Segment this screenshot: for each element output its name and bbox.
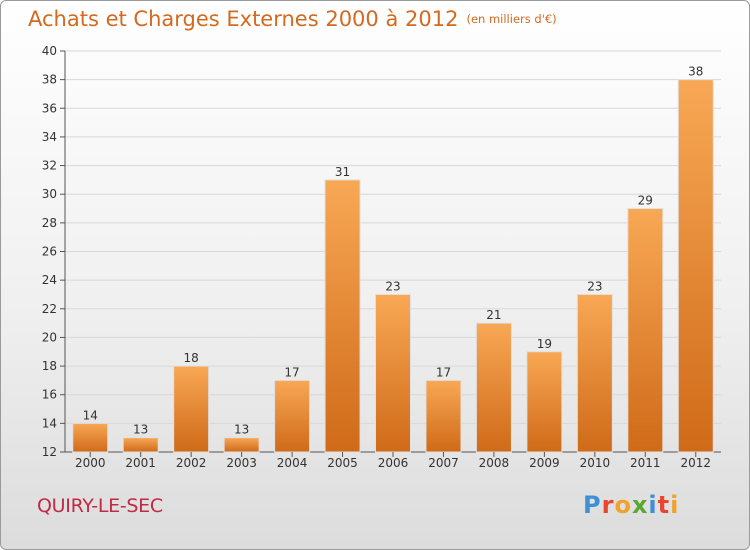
y-tick-label: 30 [42,187,57,201]
y-tick-label: 32 [42,159,57,173]
logo-letter: x [631,491,649,519]
logo-letter: P [583,491,602,519]
bar-value-label: 29 [638,194,653,208]
proxiti-logo: Proxiti [583,491,679,519]
x-tick-label: 2003 [226,456,257,470]
bar [375,293,411,453]
y-tick-label: 24 [42,273,57,287]
bar [274,379,311,453]
bar-value-label: 21 [486,308,501,322]
x-tick-label: 2004 [277,456,308,470]
y-tick-label: 36 [42,101,57,115]
bar-value-label: 17 [436,365,451,379]
bar [576,293,613,453]
bar-value-label: 13 [234,423,249,437]
logo-letter: t [657,491,671,519]
x-tick-label: 2005 [327,456,358,470]
y-tick-label: 38 [42,73,57,87]
y-tick-label: 40 [42,44,57,58]
x-tick-label: 2008 [479,456,510,470]
x-tick-label: 2009 [529,456,560,470]
y-tick-label: 34 [42,130,57,144]
x-tick-label: 2006 [378,456,409,470]
logo-letter: i [648,491,658,519]
y-tick-label: 20 [42,330,57,344]
y-tick-label: 22 [42,302,57,316]
bar [425,379,462,453]
bar [627,208,664,453]
bar [526,351,563,453]
chart-unit-label: (en milliers d'€) [466,12,557,26]
bar [475,322,512,453]
x-tick-label: 2007 [428,456,459,470]
y-tick-label: 16 [42,388,57,402]
y-tick-label: 18 [42,359,57,373]
y-tick-label: 14 [42,416,57,430]
bar [324,179,361,453]
y-tick-label: 12 [42,445,57,459]
logo-letter: i [670,491,680,519]
bar-value-label: 23 [385,279,400,293]
bar [677,79,714,453]
bar-value-label: 38 [688,65,703,79]
commune-name: QUIRY-LE-SEC [37,495,163,517]
chart-title-text: Achats et Charges Externes 2000 à 2012 [28,7,459,31]
bar-value-label: 23 [587,279,602,293]
x-tick-label: 2000 [75,456,106,470]
bar-value-label: 31 [335,165,350,179]
bar-value-label: 18 [184,351,199,365]
x-tick-label: 2001 [125,456,156,470]
x-tick-label: 2002 [176,456,207,470]
bar-value-label: 13 [133,423,148,437]
chart-title: Achats et Charges Externes 2000 à 2012 (e… [28,7,557,31]
bar [122,437,159,453]
x-tick-label: 2010 [580,456,611,470]
x-tick-label: 2012 [680,456,711,470]
bar [173,365,210,453]
logo-letter: r [601,491,615,519]
logo-letter: o [614,491,632,519]
bar [72,422,109,453]
bar-value-label: 17 [284,365,299,379]
bar-value-label: 14 [83,408,98,422]
x-tick-label: 2011 [630,456,661,470]
y-tick-label: 26 [42,245,57,259]
bar [223,437,260,453]
y-tick-label: 28 [42,216,57,230]
bar-value-label: 19 [537,337,552,351]
